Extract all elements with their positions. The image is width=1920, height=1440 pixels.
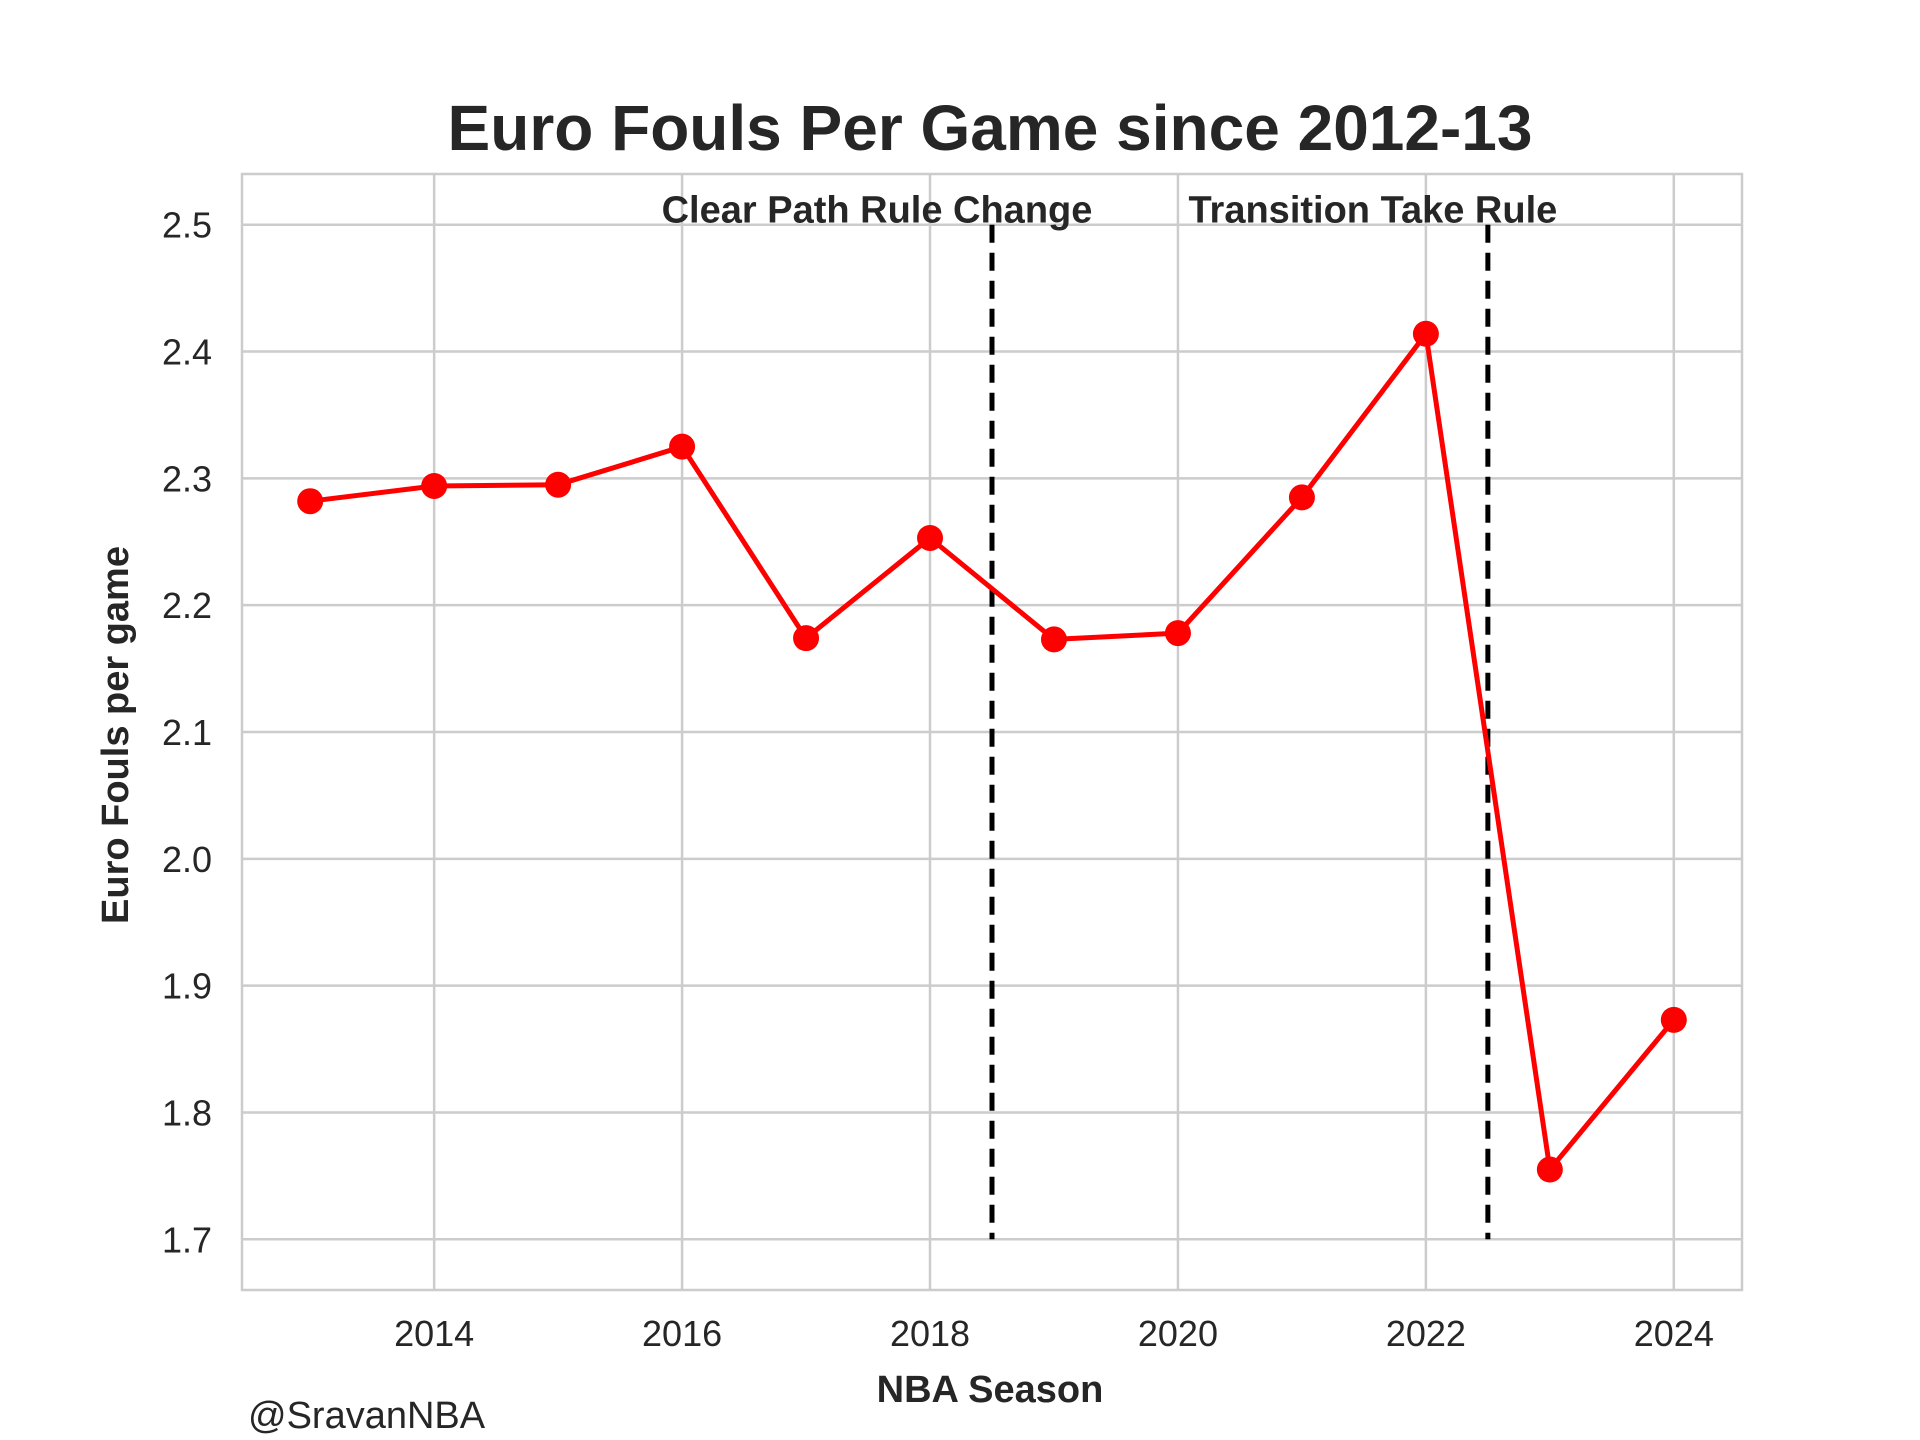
y-tick-label: 2.5: [162, 205, 212, 246]
data-point: [1288, 484, 1315, 511]
y-tick-label: 2.3: [162, 458, 212, 499]
x-axis-label: NBA Season: [877, 1369, 1104, 1411]
series-line: [309, 331, 1676, 1172]
rule-change-annotation: Clear Path Rule Change: [662, 190, 1093, 232]
y-tick-label: 2.0: [162, 839, 212, 880]
data-point: [793, 625, 820, 652]
data-point: [1040, 626, 1067, 653]
plot-frame: [240, 172, 1744, 1292]
y-axis-label: Euro Fouls per game: [95, 546, 137, 924]
data-point: [1660, 1006, 1687, 1033]
data-point: [421, 472, 448, 499]
rule-change-lines: Clear Path Rule Change Transition Take Ru…: [662, 190, 1557, 1240]
data-point: [669, 433, 696, 460]
data-point: [917, 524, 944, 551]
y-tick-label: 2.1: [162, 712, 212, 753]
rule-change-annotation: Transition Take Rule: [1188, 190, 1557, 232]
x-tick-label: 2020: [1138, 1313, 1218, 1354]
chart-title: Euro Fouls Per Game since 2012-13: [448, 92, 1533, 164]
y-tick-label: 1.7: [162, 1219, 212, 1260]
x-tick-label: 2024: [1634, 1313, 1714, 1354]
x-tick-label: 2018: [890, 1313, 970, 1354]
x-tick-label: 2014: [394, 1313, 474, 1354]
y-tick-label: 2.4: [162, 332, 212, 373]
data-point: [297, 488, 324, 515]
y-tick-label: 1.8: [162, 1092, 212, 1133]
data-point: [1164, 620, 1191, 647]
data-point: [545, 471, 572, 498]
y-tick-label: 2.2: [162, 585, 212, 626]
author-credit: @SravanNBA: [248, 1395, 486, 1437]
data-point: [1536, 1156, 1563, 1183]
y-tick-label: 1.9: [162, 966, 212, 1007]
series-layer: [297, 320, 1687, 1183]
y-tick-labels: 1.7 1.8 1.9 2.0 2.1 2.2 2.3 2.4 2.5: [162, 205, 212, 1261]
x-tick-label: 2016: [642, 1313, 722, 1354]
x-tick-label: 2022: [1386, 1313, 1466, 1354]
x-tick-labels: 2014 2016 2018 2020 2022 2024: [394, 1313, 1714, 1354]
data-point: [1412, 320, 1439, 347]
